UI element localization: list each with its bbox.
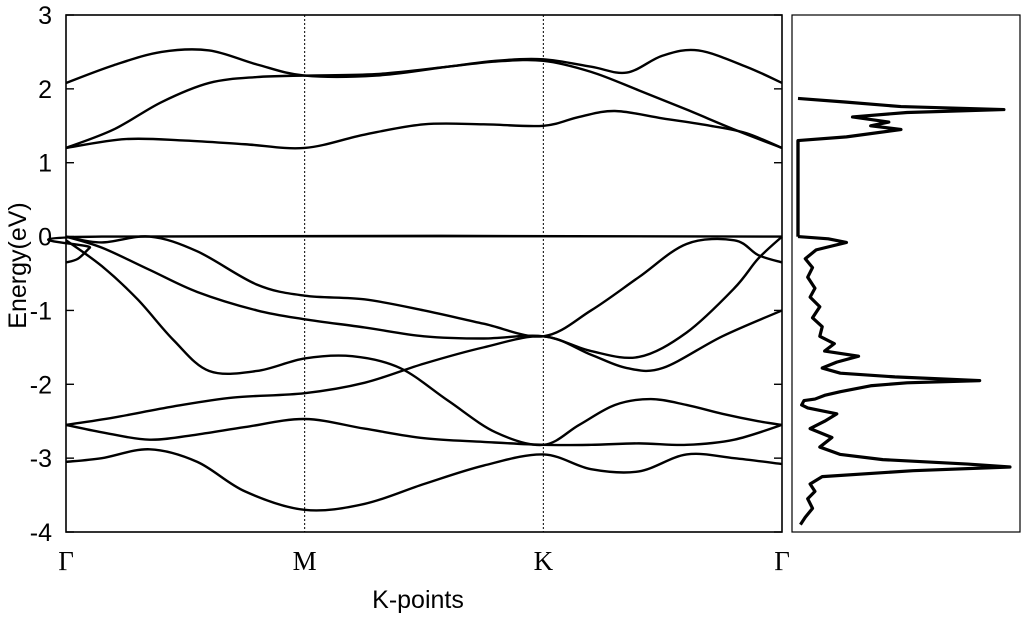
y-tick-label: 0	[38, 224, 52, 252]
high-symmetry-lines	[304, 15, 544, 532]
band-line-6	[65, 235, 783, 338]
band-line-10	[65, 48, 783, 85]
y-tick-label: -1	[30, 297, 52, 325]
band-line-8	[65, 109, 783, 150]
band-line-1	[65, 448, 783, 512]
y-tick-label: -3	[30, 445, 52, 473]
band-lines	[47, 48, 783, 512]
y-tick-label: 2	[38, 76, 52, 104]
band-line-4	[65, 239, 783, 447]
dos-panel	[791, 14, 1021, 533]
dos-plot-frame	[791, 14, 1021, 533]
band-line-3	[65, 309, 783, 427]
band-line-2	[65, 417, 783, 447]
y-axis-label: Energy(eV)	[4, 202, 32, 328]
y-tick-label: -2	[30, 371, 52, 399]
x-tick-label: Γ	[58, 546, 74, 576]
band-structure-panel: -4 -3 -2 -1 0 1 2 3 Γ M K Γ K-points Energy(eV)	[4, 2, 790, 614]
band-line-5	[65, 235, 783, 360]
y-tick-label: -4	[30, 519, 52, 547]
x-tick-label: K	[534, 546, 554, 576]
y-tick-label: 1	[38, 150, 52, 178]
dos-curve-1	[797, 234, 1012, 526]
x-axis-label: K-points	[372, 586, 464, 614]
dos-curves	[796, 96, 1012, 526]
band-plot-frame	[65, 14, 783, 533]
x-tick-label: M	[293, 546, 317, 576]
band-line-9	[65, 58, 783, 150]
y-axis-ticks: -4 -3 -2 -1 0 1 2 3	[30, 2, 782, 547]
band-line-7	[47, 234, 783, 264]
dos-curve-2	[796, 96, 1006, 237]
x-tick-label: Γ	[774, 546, 790, 576]
y-tick-label: 3	[38, 2, 52, 30]
